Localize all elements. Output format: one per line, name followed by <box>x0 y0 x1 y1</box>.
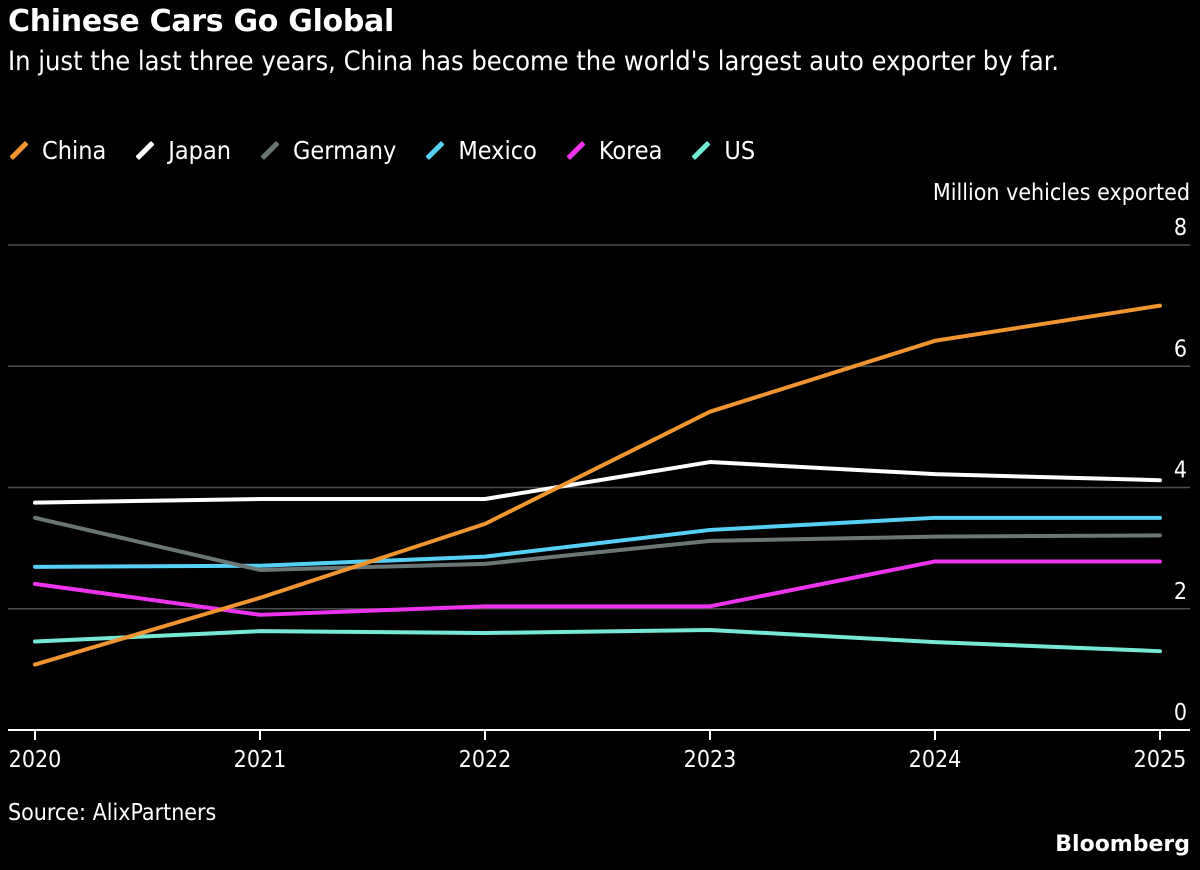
legend-item-korea: Korea <box>565 136 663 165</box>
legend-label: US <box>724 136 756 165</box>
chart-subtitle: In just the last three years, China has … <box>8 46 1059 77</box>
legend-item-japan: Japan <box>134 136 231 165</box>
y-axis-ticks: 0 2 4 6 8 <box>1174 215 1187 726</box>
legend-label: Germany <box>293 136 397 165</box>
legend-label: China <box>42 136 107 165</box>
y-tick-label: 4 <box>1174 458 1187 484</box>
series-line-germany <box>33 515 1162 572</box>
series-line-us <box>33 627 1162 654</box>
x-tick-label: 2024 <box>909 747 962 773</box>
x-tick-label: 2025 <box>1134 747 1187 773</box>
source-note: Source: AlixPartners <box>8 800 217 826</box>
series-line-korea <box>33 559 1162 617</box>
x-axis: 2020 2021 2022 2023 2024 2025 <box>8 729 1190 773</box>
y-tick-label: 2 <box>1174 579 1187 605</box>
legend-item-us: US <box>690 136 755 165</box>
series-line-china <box>33 303 1162 667</box>
chart-title: Chinese Cars Go Global <box>8 4 394 39</box>
legend-label: Mexico <box>458 136 537 165</box>
series-lines <box>33 303 1162 667</box>
y-tick-label: 0 <box>1174 700 1187 726</box>
legend-item-mexico: Mexico <box>424 136 537 165</box>
y-tick-label: 6 <box>1174 336 1187 362</box>
series-line-japan <box>33 460 1162 505</box>
y-tick-label: 8 <box>1174 215 1187 241</box>
legend-label: Korea <box>598 136 663 165</box>
x-tick-label: 2022 <box>459 747 512 773</box>
series-line-mexico <box>33 515 1162 569</box>
bloomberg-logo: Bloomberg <box>1055 832 1190 857</box>
legend-item-germany: Germany <box>259 136 396 165</box>
legend: China Japan Germany Mexico Korea US <box>8 136 783 165</box>
legend-label: Japan <box>168 136 231 165</box>
x-tick-label: 2020 <box>9 747 62 773</box>
x-tick-label: 2021 <box>234 747 287 773</box>
line-chart: 0 2 4 6 8 2020 2021 2022 2023 2024 2025 <box>8 215 1190 773</box>
x-tick-label: 2023 <box>684 747 737 773</box>
legend-item-china: China <box>8 136 106 165</box>
y-axis-unit-label: Million vehicles exported <box>932 180 1190 206</box>
